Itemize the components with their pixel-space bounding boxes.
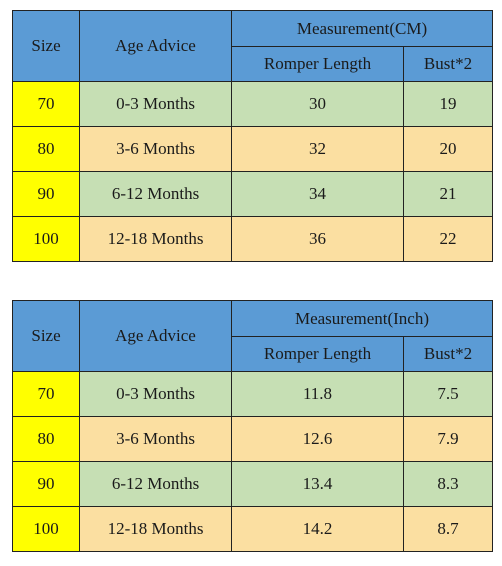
header-size: Size	[12, 300, 80, 372]
size-chart-cm: Size Age Advice Measurement(CM) Romper L…	[12, 10, 493, 262]
age-cell: 6-12 Months	[79, 171, 232, 217]
header-size: Size	[12, 10, 80, 82]
bust-cell: 19	[403, 81, 493, 127]
table-row: 70 0-3 Months 11.8 7.5	[12, 371, 493, 417]
age-cell: 3-6 Months	[79, 126, 232, 172]
romper-length-cell: 11.8	[231, 371, 404, 417]
size-cell: 100	[12, 216, 80, 262]
romper-length-cell: 14.2	[231, 506, 404, 552]
size-cell: 80	[12, 416, 80, 462]
bust-cell: 22	[403, 216, 493, 262]
header-age-advice: Age Advice	[79, 300, 232, 372]
table-row: 80 3-6 Months 32 20	[12, 126, 493, 172]
table-row: 90 6-12 Months 13.4 8.3	[12, 461, 493, 507]
size-cell: 70	[12, 81, 80, 127]
header-measurement: Measurement(CM)	[231, 10, 493, 47]
size-cell: 90	[12, 461, 80, 507]
table-row: 100 12-18 Months 36 22	[12, 216, 493, 262]
header-romper-length: Romper Length	[231, 336, 404, 372]
bust-cell: 8.7	[403, 506, 493, 552]
age-cell: 6-12 Months	[79, 461, 232, 507]
age-cell: 0-3 Months	[79, 81, 232, 127]
bust-cell: 8.3	[403, 461, 493, 507]
header-age-advice: Age Advice	[79, 10, 232, 82]
header-measurement: Measurement(Inch)	[231, 300, 493, 337]
age-cell: 3-6 Months	[79, 416, 232, 462]
table-row: 70 0-3 Months 30 19	[12, 81, 493, 127]
size-cell: 70	[12, 371, 80, 417]
table-row: 90 6-12 Months 34 21	[12, 171, 493, 217]
age-cell: 12-18 Months	[79, 216, 232, 262]
bust-cell: 7.5	[403, 371, 493, 417]
header-bust: Bust*2	[403, 46, 493, 82]
romper-length-cell: 13.4	[231, 461, 404, 507]
romper-length-cell: 12.6	[231, 416, 404, 462]
age-cell: 12-18 Months	[79, 506, 232, 552]
bust-cell: 21	[403, 171, 493, 217]
header-romper-length: Romper Length	[231, 46, 404, 82]
bust-cell: 20	[403, 126, 493, 172]
header-bust: Bust*2	[403, 336, 493, 372]
size-cell: 90	[12, 171, 80, 217]
romper-length-cell: 34	[231, 171, 404, 217]
size-cell: 80	[12, 126, 80, 172]
age-cell: 0-3 Months	[79, 371, 232, 417]
size-cell: 100	[12, 506, 80, 552]
romper-length-cell: 30	[231, 81, 404, 127]
table-row: 80 3-6 Months 12.6 7.9	[12, 416, 493, 462]
table-row: 100 12-18 Months 14.2 8.7	[12, 506, 493, 552]
romper-length-cell: 32	[231, 126, 404, 172]
size-chart-inch: Size Age Advice Measurement(Inch) Romper…	[12, 300, 493, 552]
bust-cell: 7.9	[403, 416, 493, 462]
romper-length-cell: 36	[231, 216, 404, 262]
